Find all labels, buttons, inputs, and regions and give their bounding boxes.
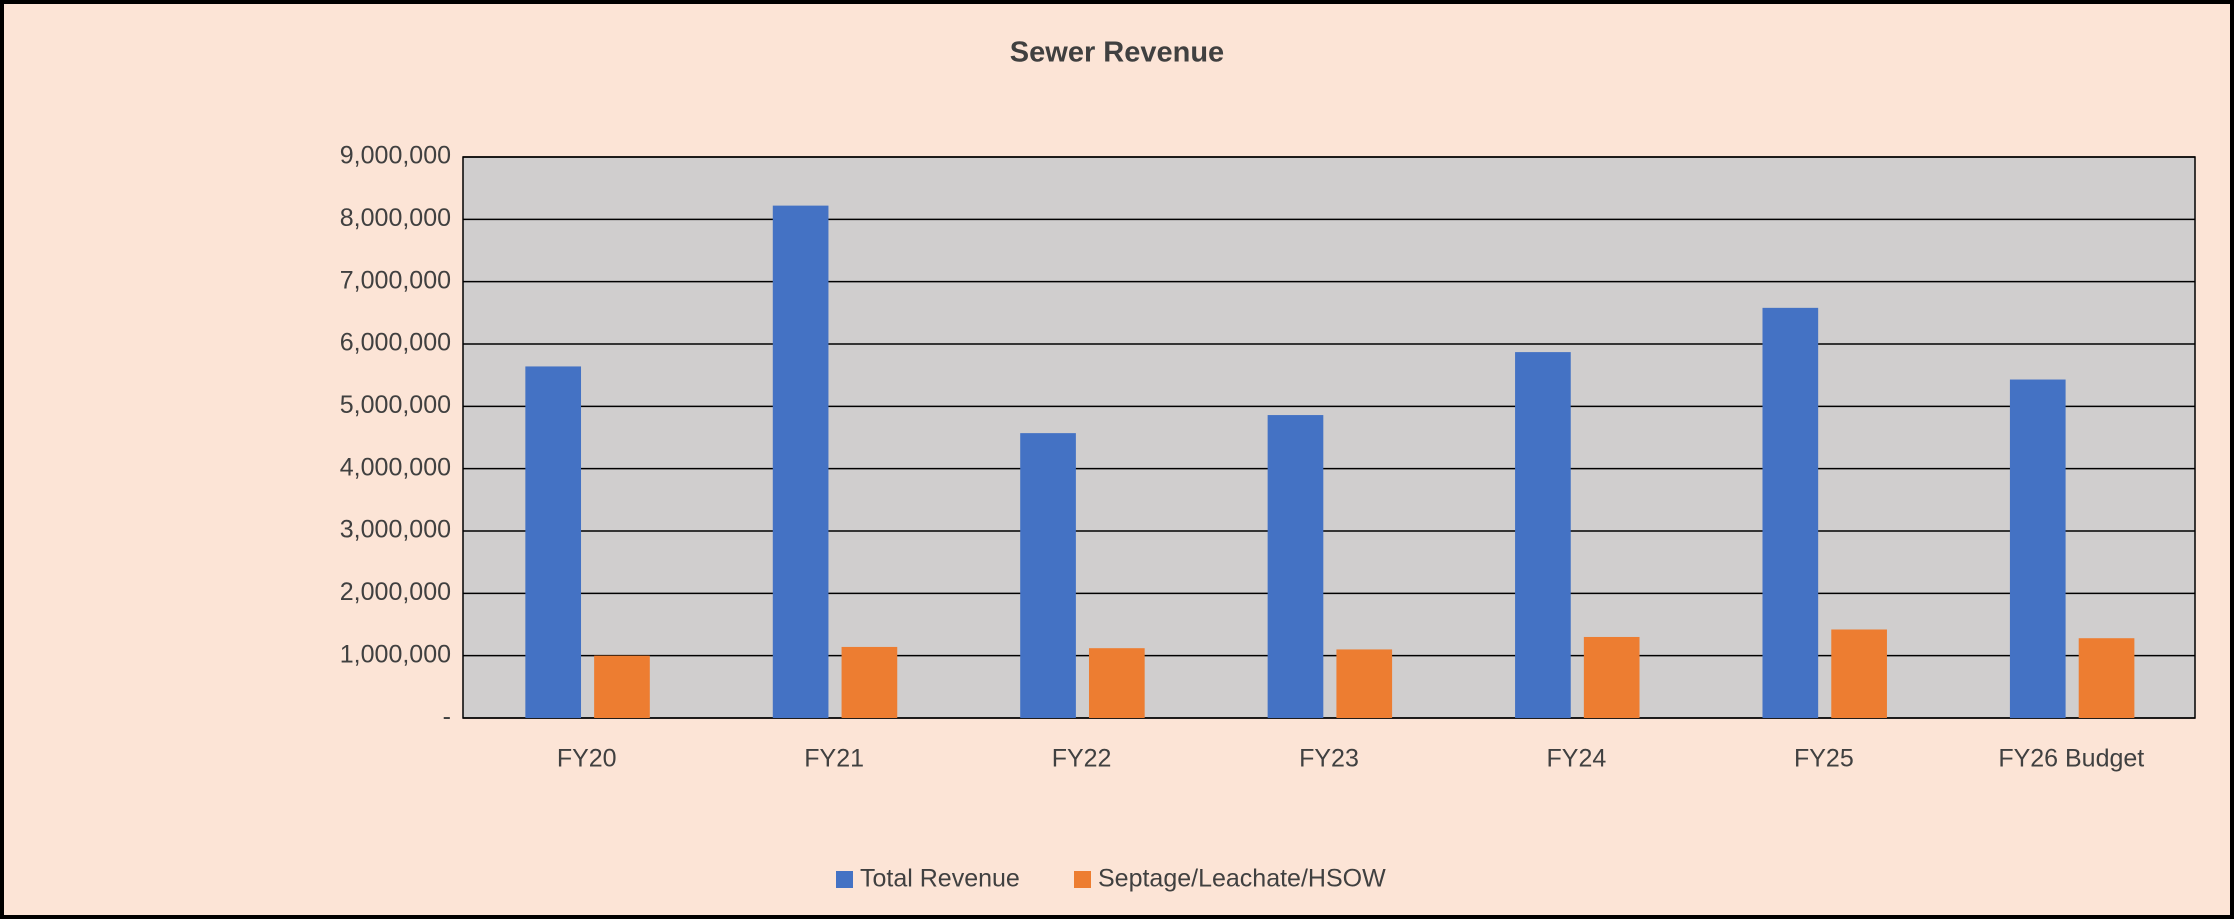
bar (1088, 648, 1145, 718)
x-tick-label: FY24 (1547, 745, 1607, 773)
bar (594, 655, 650, 718)
bar (1762, 307, 1819, 718)
plot-area (462, 156, 2196, 719)
x-tick-label: FY23 (1299, 745, 1359, 773)
y-tick-label: 7,000,000 (340, 266, 451, 294)
legend-swatch (836, 871, 853, 888)
bar (841, 646, 898, 718)
legend-label: Total Revenue (860, 865, 1020, 893)
bar (1831, 629, 1887, 718)
x-tick-label: FY21 (804, 745, 864, 773)
y-tick-label: 6,000,000 (340, 329, 451, 357)
x-tick-label: FY25 (1794, 745, 1854, 773)
bar (772, 205, 829, 718)
bar (525, 366, 582, 718)
y-tick-label: 9,000,000 (340, 142, 451, 170)
legend-swatch (1074, 871, 1091, 888)
y-tick-label: 1,000,000 (340, 640, 451, 668)
bar (1267, 415, 1324, 718)
bar (1336, 649, 1393, 718)
x-tick-label: FY22 (1052, 745, 1112, 773)
bar (2009, 379, 2066, 718)
bar (1020, 433, 1076, 718)
bar (1583, 636, 1640, 718)
y-tick-label: - (443, 703, 451, 731)
bar (2078, 638, 2135, 718)
y-tick-label: 2,000,000 (340, 578, 451, 606)
x-tick-label: FY26 Budget (1998, 745, 2144, 773)
legend-label: Septage/Leachate/HSOW (1098, 865, 1386, 893)
chart-title: Sewer Revenue (1010, 37, 1224, 69)
x-tick-label: FY20 (557, 745, 617, 773)
bar (1515, 352, 1571, 718)
y-tick-label: 8,000,000 (340, 204, 451, 232)
y-tick-label: 5,000,000 (340, 391, 451, 419)
y-tick-label: 4,000,000 (340, 453, 451, 481)
y-tick-label: 3,000,000 (340, 516, 451, 544)
